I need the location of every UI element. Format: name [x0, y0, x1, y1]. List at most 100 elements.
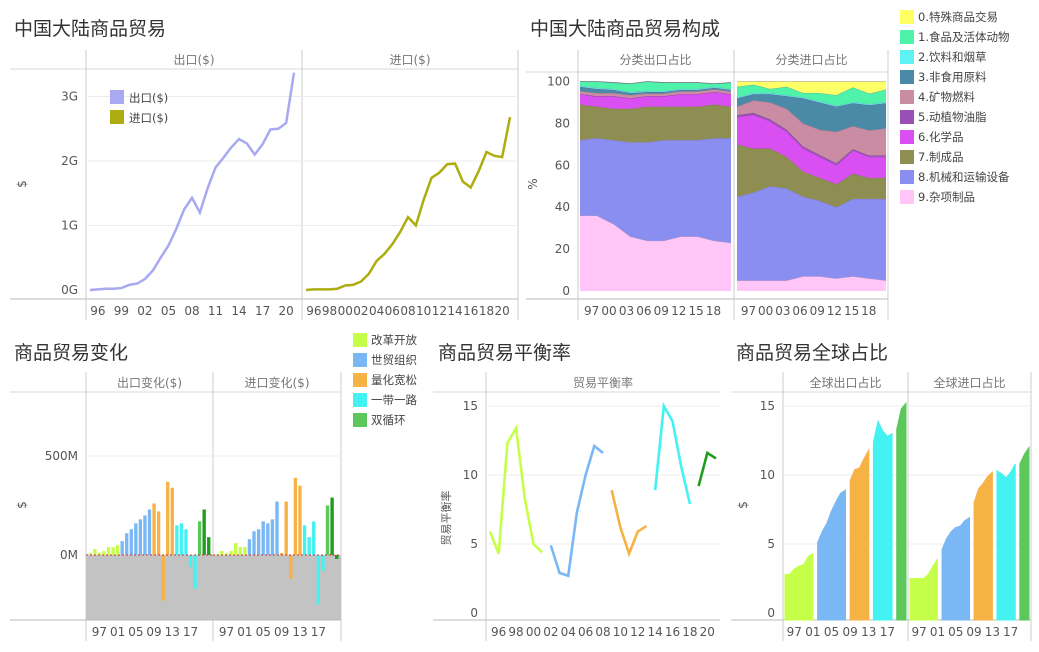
change-bar: [93, 549, 97, 555]
legend-swatch: [900, 170, 914, 184]
comp-area-1: [737, 186, 886, 281]
share-x-tick: 97: [912, 625, 927, 639]
change-bar: [138, 519, 143, 555]
share-x-tick: 09: [966, 625, 981, 639]
balance-x-tick: 14: [648, 625, 663, 639]
share-x-tick: 01: [930, 625, 945, 639]
comp-facet-header: 分类出口占比: [619, 52, 691, 67]
trade-x-tick: 20: [495, 304, 510, 318]
legend-item[interactable]: 双循环: [353, 410, 417, 430]
change-bar: [161, 555, 165, 601]
change-bar: [293, 477, 298, 555]
legend-item[interactable]: 改革开放: [353, 330, 417, 350]
legend-swatch: [900, 130, 914, 144]
balance-x-tick: 96: [491, 625, 506, 639]
legend-item[interactable]: 一带一路: [353, 390, 417, 410]
trade-legend-swatch: [110, 110, 124, 124]
share-x-tick: 09: [843, 625, 858, 639]
legend-item[interactable]: 7.制成品: [900, 147, 1009, 167]
trade-x-tick: 98: [322, 304, 337, 318]
share-area-segment: [872, 419, 893, 621]
change-bar: [220, 551, 224, 555]
legend-label: 5.动植物油脂: [918, 110, 987, 124]
share-y-tick: 5: [767, 537, 775, 551]
legend-swatch: [353, 353, 367, 367]
share-x-tick: 17: [1003, 625, 1018, 639]
change-bar: [170, 487, 174, 555]
change-bar: [256, 529, 261, 555]
share-area-segment: [849, 448, 870, 621]
legend-item[interactable]: 量化宽松: [353, 370, 417, 390]
legend-label: 2.饮料和烟草: [918, 50, 987, 64]
change-x-tick: 97: [92, 625, 107, 639]
share-x-tick: 05: [824, 625, 839, 639]
share-y-tick: 15: [760, 399, 775, 413]
legend-item[interactable]: 3.非食用原料: [900, 67, 1009, 87]
change-bar: [279, 553, 284, 555]
change-bar: [207, 537, 211, 555]
legend-item[interactable]: 2.饮料和烟草: [900, 47, 1009, 67]
comp-area-2: [737, 144, 886, 208]
change-x-tick: 09: [146, 625, 161, 639]
change-y-tick: 0M: [60, 548, 78, 562]
composition-title: 中国大陆商品贸易构成: [530, 18, 721, 40]
share-area-segment: [896, 401, 907, 621]
legend-item[interactable]: 1.食品及活体动物: [900, 27, 1009, 47]
trade-x-tick: 20: [279, 304, 294, 318]
change-facet-header: 出口变化($): [117, 375, 182, 390]
comp-area-1: [580, 138, 731, 243]
change-bar: [175, 525, 179, 555]
legend-item[interactable]: 6.化学品: [900, 127, 1009, 147]
balance-y-tick: 15: [463, 399, 478, 413]
change-bar: [202, 509, 206, 555]
comp-y-tick: 0: [562, 284, 570, 298]
comp-area-2: [580, 104, 731, 143]
balance-title: 商品贸易平衡率: [438, 342, 572, 364]
legend-swatch: [900, 110, 914, 124]
share-x-tick: 05: [948, 625, 963, 639]
comp-x-tick: 00: [601, 304, 616, 318]
legend-item[interactable]: 8.机械和运输设备: [900, 167, 1009, 187]
legend-label: 0.特殊商品交易: [918, 10, 998, 24]
share-y-tick: 0: [767, 606, 775, 620]
balance-x-tick: 02: [543, 625, 558, 639]
share-y-tick: 10: [760, 468, 775, 482]
comp-area-8: [580, 81, 731, 92]
change-bar: [243, 547, 247, 555]
trade-x-tick: 08: [184, 304, 199, 318]
legend-item[interactable]: 0.特殊商品交易: [900, 7, 1009, 27]
change-x-tick: 97: [219, 625, 234, 639]
trade-y-tick: 3G: [61, 90, 78, 104]
change-bar: [147, 509, 152, 555]
change-negative-band: [86, 555, 341, 620]
trade-x-tick: 08: [400, 304, 415, 318]
share-title: 商品贸易全球占比: [736, 342, 889, 364]
change-x-tick: 17: [311, 625, 326, 639]
legend-item[interactable]: 4.矿物燃料: [900, 87, 1009, 107]
change-bar: [129, 529, 133, 555]
change-bar: [302, 525, 307, 555]
comp-facet-header: 分类进口占比: [775, 52, 847, 67]
legend-label: 量化宽松: [371, 373, 417, 387]
comp-area-0: [737, 276, 886, 291]
comp-y-tick: 80: [555, 116, 570, 130]
trade-x-tick: 14: [447, 304, 462, 318]
change-x-tick: 17: [183, 625, 198, 639]
trade-series-line-0: [89, 72, 296, 292]
balance-line-segment: [653, 401, 692, 505]
legend-item[interactable]: 9.杂项制品: [900, 187, 1009, 207]
share-x-tick: 97: [787, 625, 802, 639]
comp-x-tick: 12: [671, 304, 686, 318]
comp-y-tick: 100: [547, 75, 570, 89]
comp-x-tick: 03: [775, 304, 790, 318]
comp-area-5: [737, 100, 886, 164]
share-x-tick: 13: [861, 625, 876, 639]
legend-item[interactable]: 世贸组织: [353, 350, 417, 370]
trade-x-tick: 96: [90, 304, 105, 318]
change-bar: [247, 539, 252, 555]
comp-x-tick: 03: [619, 304, 634, 318]
trade-y-tick: 1G: [61, 219, 78, 233]
change-bar: [111, 547, 115, 555]
legend-item[interactable]: 5.动植物油脂: [900, 107, 1009, 127]
